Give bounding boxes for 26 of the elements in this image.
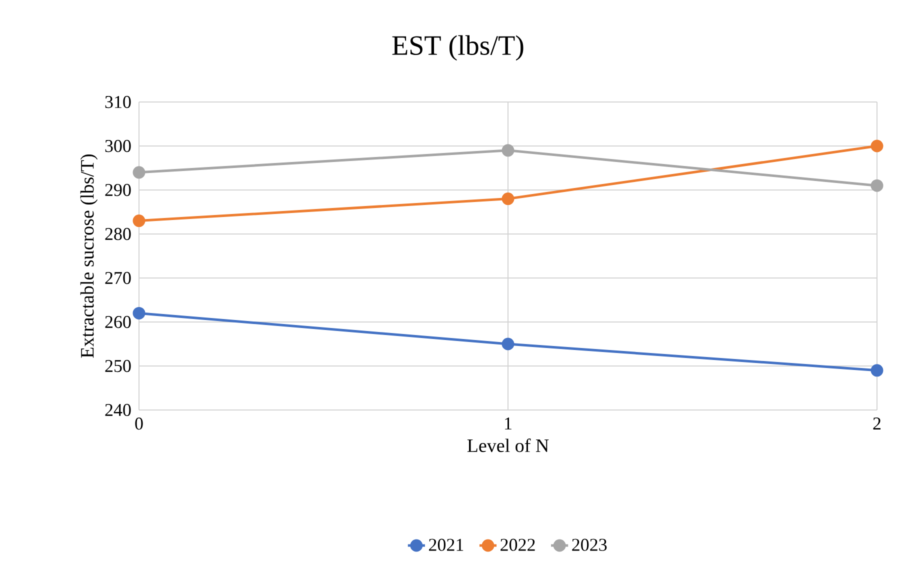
y-tick-label: 260 (105, 316, 131, 328)
x-axis-title: Level of N (467, 438, 549, 452)
point (132, 214, 146, 228)
y-axis-title: Extractable sucrose (lbs/T) (80, 154, 98, 358)
y-tick-label: 240 (105, 404, 131, 416)
y-tick-label: 270 (105, 272, 131, 284)
chart-title: EST (lbs/T) (392, 35, 524, 61)
point (502, 192, 514, 206)
y-tick-label: 310 (105, 96, 131, 108)
legend-label: 2021 (429, 538, 464, 551)
legend-label: 2023 (572, 538, 607, 551)
y-tick-label: 300 (105, 140, 131, 152)
point (502, 338, 514, 350)
point (132, 306, 146, 320)
point (870, 364, 884, 377)
point (502, 144, 514, 157)
point (870, 179, 884, 192)
legend-label: 2022 (500, 538, 535, 551)
y-tick-label: 250 (105, 360, 131, 372)
x-tick-label: 1 (505, 418, 512, 430)
point (132, 166, 146, 179)
y-tick-label: 290 (105, 184, 131, 196)
point (870, 140, 884, 152)
y-tick-label: 280 (105, 228, 131, 240)
x-tick-label: 0 (135, 418, 143, 430)
x-tick-label: 2 (873, 418, 881, 430)
